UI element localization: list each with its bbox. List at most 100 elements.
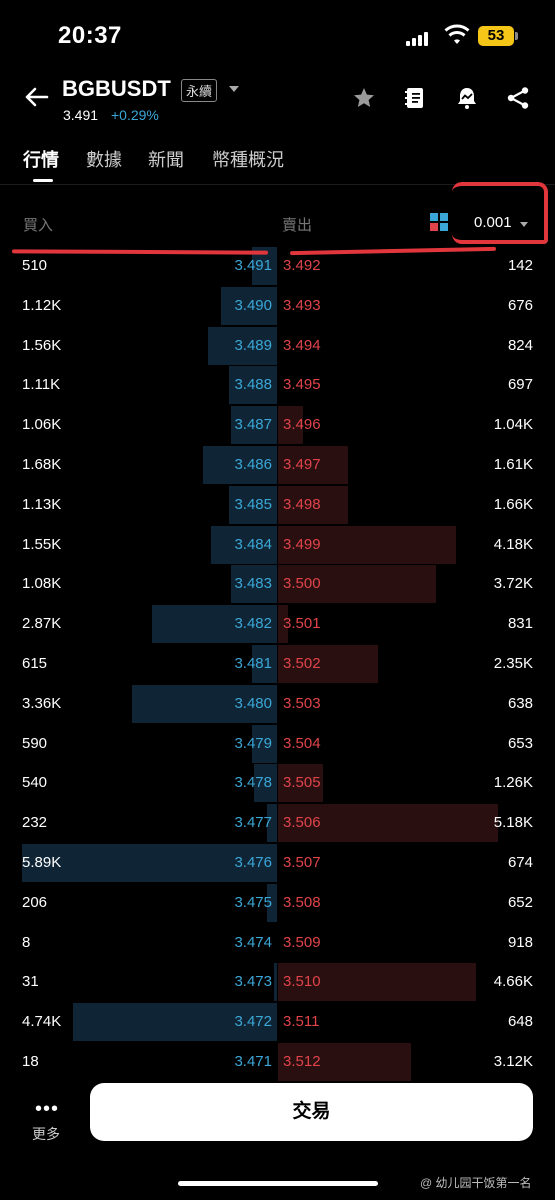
order-book-row[interactable]: 232 3.477 3.506 5.18K (0, 803, 555, 843)
bid-depth-bar (274, 963, 277, 1002)
order-book-row[interactable]: 18 3.471 3.512 3.12K (0, 1042, 555, 1082)
ask-price: 3.499 (283, 535, 321, 553)
ask-depth-bar (278, 804, 498, 843)
order-book-row[interactable]: 1.13K 3.485 3.498 1.66K (0, 485, 555, 525)
bid-depth-bar (203, 446, 277, 484)
ask-quantity: 5.18K (493, 814, 533, 832)
bid-depth-bar (208, 326, 277, 365)
tab-divider (0, 184, 555, 185)
ask-quantity: 638 (507, 694, 533, 712)
order-book-row[interactable]: 590 3.479 3.504 653 (0, 724, 555, 764)
ask-quantity: 1.26K (493, 774, 533, 792)
ask-quantity: 3.12K (493, 1053, 533, 1070)
order-book-row[interactable]: 1.68K 3.486 3.497 1.61K (0, 445, 555, 485)
bid-quantity: 1.56K (22, 336, 62, 354)
bid-price: 3.489 (234, 336, 272, 354)
notebook-icon[interactable] (403, 86, 427, 110)
cellular-signal-icon (406, 30, 434, 46)
order-book-row[interactable]: 1.56K 3.489 3.494 824 (0, 326, 555, 366)
order-book-row[interactable]: 540 3.478 3.505 1.26K (0, 763, 555, 803)
bid-quantity: 2.87K (22, 615, 62, 633)
ask-price: 3.503 (283, 694, 321, 712)
ask-quantity: 653 (507, 734, 533, 752)
ask-depth-bar (278, 605, 288, 644)
ask-price: 3.500 (283, 575, 321, 593)
bid-depth-bar (228, 485, 277, 524)
precision-caret-icon[interactable] (520, 222, 528, 227)
ask-quantity: 676 (507, 296, 533, 314)
bid-price: 3.475 (234, 893, 272, 911)
tab-news[interactable]: 新聞 (148, 150, 184, 170)
ask-depth-bar (278, 485, 348, 524)
ask-price: 3.495 (283, 376, 321, 394)
order-book-row[interactable]: 5.89K 3.476 3.507 674 (0, 843, 555, 883)
ask-depth-bar (278, 645, 378, 683)
bid-quantity: 1.55K (22, 535, 62, 553)
ask-quantity: 4.66K (493, 973, 533, 991)
ask-quantity: 648 (507, 1013, 533, 1031)
ask-depth-bar (278, 446, 348, 484)
order-book-row[interactable]: 1.11K 3.488 3.495 697 (0, 365, 555, 405)
order-book-row[interactable]: 4.74K 3.472 3.511 648 (0, 1002, 555, 1042)
order-book-row[interactable]: 2.87K 3.482 3.501 831 (0, 604, 555, 644)
bid-price: 3.480 (234, 694, 272, 712)
bid-depth-bar (251, 645, 277, 683)
bid-price: 3.482 (234, 615, 272, 633)
ask-quantity: 824 (507, 336, 533, 354)
order-book-row[interactable]: 31 3.473 3.510 4.66K (0, 962, 555, 1002)
ask-quantity: 4.18K (493, 535, 533, 553)
bid-depth-bar (73, 1003, 277, 1042)
bid-quantity: 8 (22, 933, 31, 951)
bid-price: 3.478 (234, 774, 272, 792)
ask-quantity: 918 (507, 933, 533, 951)
ask-depth-bar (278, 525, 456, 564)
order-book-row[interactable]: 1.12K 3.490 3.493 676 (0, 286, 555, 326)
trade-button[interactable]: 交易 (90, 1083, 533, 1141)
bid-price: 3.491 (234, 257, 272, 274)
bid-price: 3.483 (234, 575, 272, 593)
watermark: @ 幼儿园干饭第一名 (420, 1176, 532, 1190)
bid-price: 3.484 (234, 535, 272, 553)
bid-depth-bar (231, 565, 277, 604)
symbol-title[interactable]: BGBUSDT (62, 76, 171, 101)
bid-price: 3.487 (234, 416, 272, 434)
order-book-row[interactable]: 8 3.474 3.509 918 (0, 923, 555, 963)
order-book-row[interactable]: 206 3.475 3.508 652 (0, 883, 555, 923)
more-dots-icon[interactable]: ••• (35, 1098, 60, 1120)
symbol-dropdown-caret-icon[interactable] (229, 86, 239, 92)
order-book-row[interactable]: 1.06K 3.487 3.496 1.04K (0, 405, 555, 445)
order-book-row[interactable]: 3.36K 3.480 3.503 638 (0, 684, 555, 724)
bid-quantity: 232 (22, 814, 48, 832)
bid-price: 3.477 (234, 814, 272, 832)
share-icon[interactable] (506, 86, 530, 110)
book-layout-icon[interactable] (430, 213, 450, 233)
order-book-row[interactable]: 1.55K 3.484 3.499 4.18K (0, 525, 555, 565)
bid-depth-bar (152, 605, 277, 644)
status-time: 20:37 (58, 22, 122, 49)
price-alert-bell-icon[interactable] (455, 86, 479, 110)
star-icon[interactable] (352, 86, 376, 110)
order-book-row[interactable]: 615 3.481 3.502 2.35K (0, 644, 555, 684)
bid-price: 3.485 (234, 495, 272, 513)
bid-quantity: 540 (22, 774, 48, 792)
precision-selector[interactable]: 0.001 (474, 214, 512, 231)
bid-depth-bar (220, 286, 277, 325)
bid-quantity: 5.89K (22, 854, 62, 871)
ask-quantity: 3.72K (493, 575, 533, 593)
bid-quantity: 1.68K (22, 456, 62, 473)
tab-market[interactable]: 行情 (23, 150, 59, 170)
bid-quantity: 1.11K (22, 376, 61, 394)
ask-price: 3.492 (283, 257, 321, 274)
back-arrow-icon[interactable] (24, 84, 50, 110)
tab-coin-overview[interactable]: 幣種概況 (212, 150, 284, 170)
ask-column-label: 賣出 (282, 217, 313, 234)
order-book-row[interactable]: 1.08K 3.483 3.500 3.72K (0, 564, 555, 604)
bid-depth-bar (251, 724, 277, 763)
more-button[interactable]: 更多 (32, 1126, 60, 1142)
ask-quantity: 2.35K (493, 655, 533, 672)
bid-price: 3.488 (234, 376, 272, 394)
wifi-icon (444, 24, 470, 44)
ask-depth-bar (278, 406, 303, 445)
bid-depth-bar (254, 764, 277, 803)
tab-data[interactable]: 數據 (86, 150, 122, 170)
